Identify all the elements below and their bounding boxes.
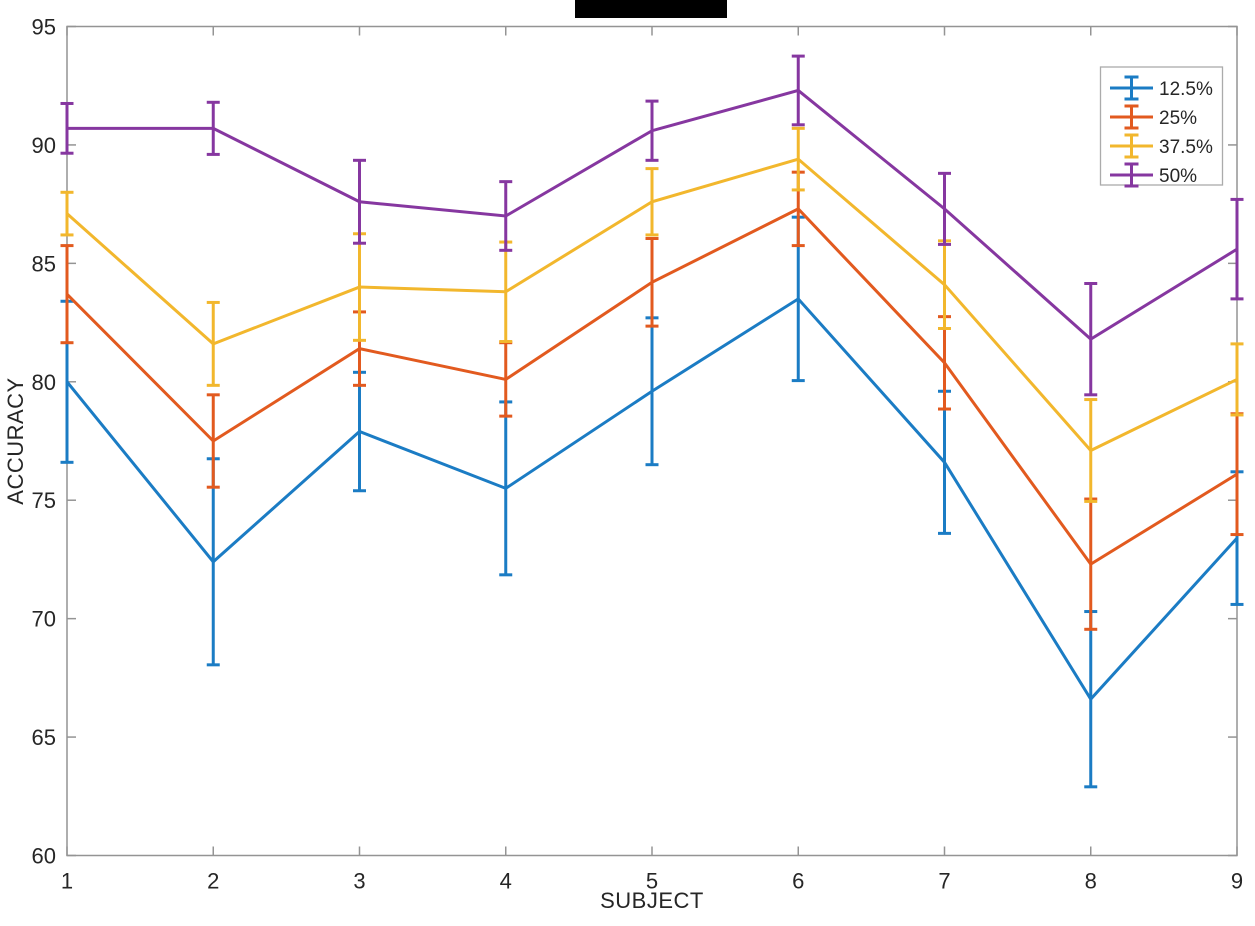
svg-text:3: 3 [353,869,365,894]
legend-label: 50% [1159,166,1197,187]
legend-errorbar-icon [1110,104,1153,130]
legend-errorbar-icon [1110,75,1153,101]
svg-text:1: 1 [61,869,73,894]
svg-text:90: 90 [32,133,56,158]
svg-text:2: 2 [207,869,219,894]
legend-entry-375: 37.5% [1110,133,1213,159]
series-line-375 [66,157,1238,453]
legend-label: 37.5% [1159,137,1213,158]
svg-text:95: 95 [32,15,56,40]
svg-text:9: 9 [1231,869,1243,894]
x-tick-labels: 1 2 3 4 5 6 7 8 9 [61,869,1243,894]
legend-label: 12.5% [1159,79,1213,100]
series-line-50 [67,88,1238,342]
series-line-25 [65,207,1238,567]
svg-text:85: 85 [32,251,56,276]
legend-entry-50: 50% [1110,162,1197,188]
svg-text:65: 65 [32,725,56,750]
svg-text:4: 4 [500,869,512,894]
x-axis-ticks [66,26,1238,856]
svg-text:5: 5 [646,869,658,894]
x-axis-label: SUBJECT [600,888,704,913]
svg-text:75: 75 [32,488,56,513]
svg-text:80: 80 [32,370,56,395]
svg-text:7: 7 [938,869,950,894]
svg-text:8: 8 [1085,869,1097,894]
legend-errorbar-icon [1110,133,1153,159]
legend-entry-25: 25% [1110,104,1197,130]
y-axis-label: ACCURACY [3,377,28,505]
legend-entry-125: 12.5% [1110,75,1213,101]
y-tick-labels: 60 65 70 75 80 85 90 95 [32,15,56,869]
series-line-125 [65,296,1239,702]
legend-errorbar-icon [1110,162,1153,188]
legend: 12.5% 25% 37.5% 50% [1099,66,1224,188]
legend-label: 25% [1159,108,1197,129]
svg-text:70: 70 [32,607,56,632]
svg-text:60: 60 [32,844,56,869]
redacted-title-bar [575,0,727,18]
svg-text:6: 6 [792,869,804,894]
